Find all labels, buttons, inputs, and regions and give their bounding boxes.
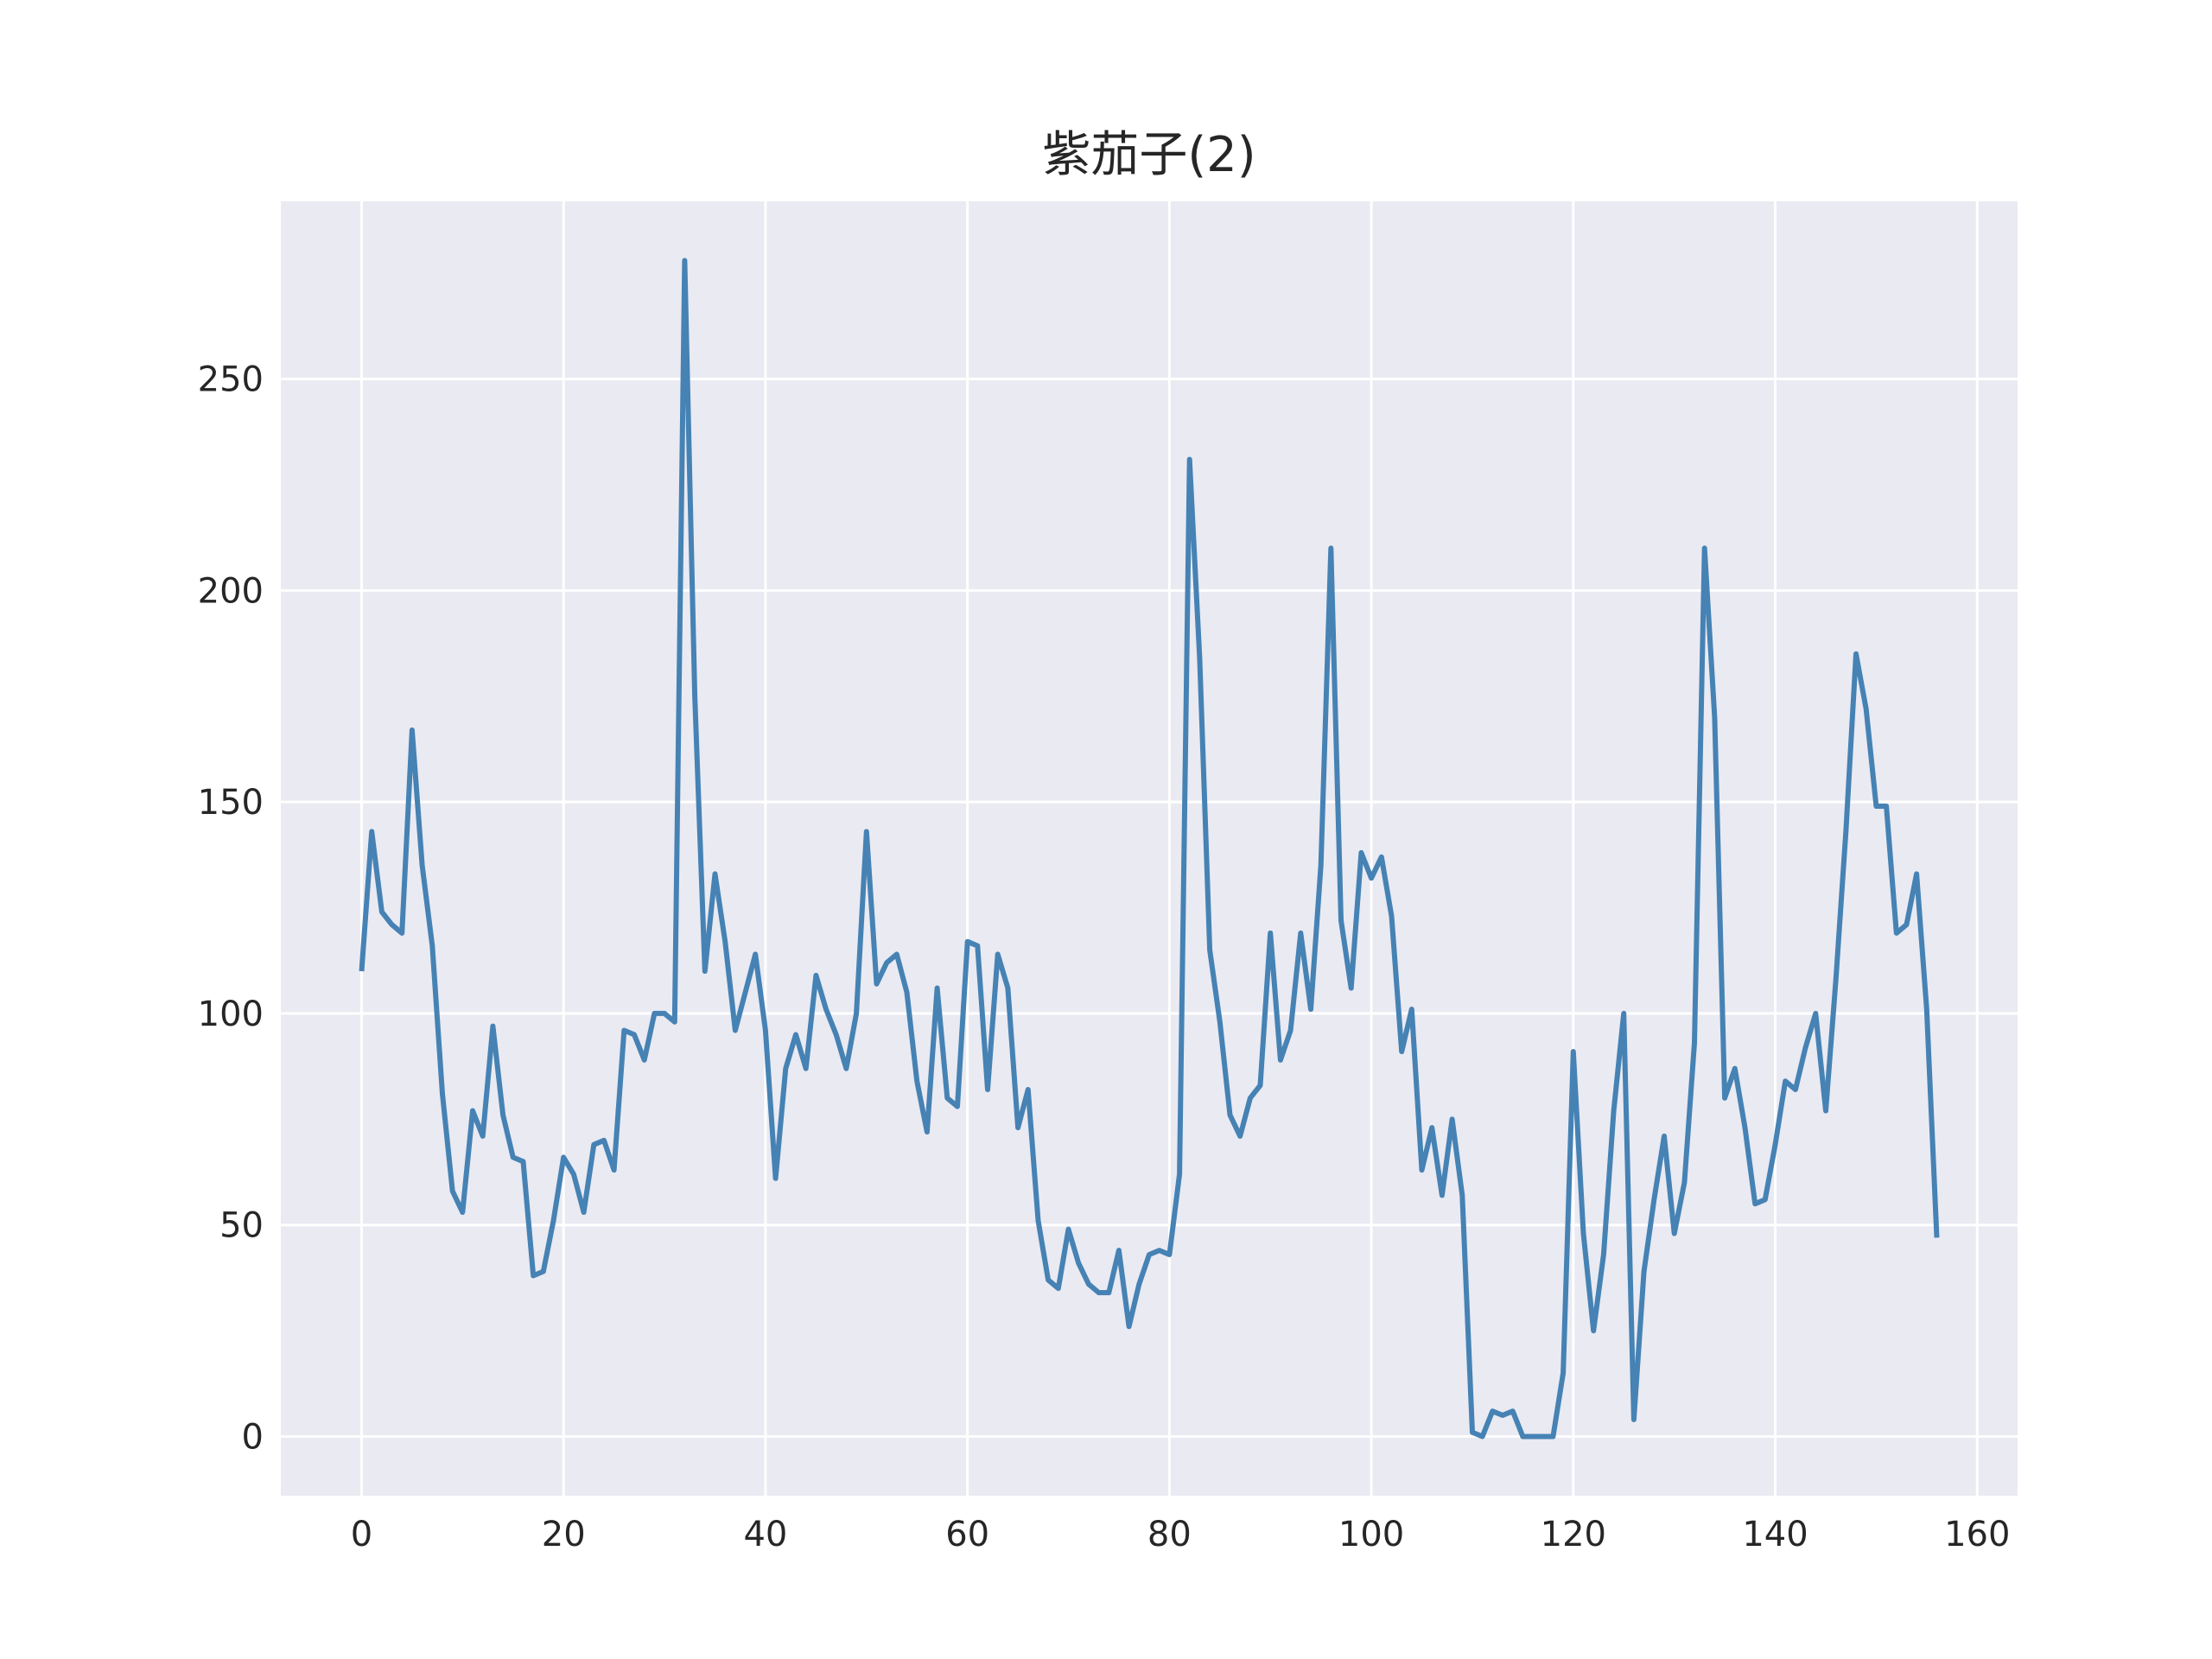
y-axis-tick-labels: 0 50 100 150 200 250 xyxy=(198,360,264,1458)
y-tick-label: 0 xyxy=(242,1417,264,1457)
y-tick-label: 100 xyxy=(198,995,264,1034)
x-tick-label: 100 xyxy=(1338,1515,1404,1554)
y-tick-label: 50 xyxy=(219,1206,264,1246)
x-tick-label: 80 xyxy=(1147,1515,1192,1554)
x-tick-label: 40 xyxy=(743,1515,787,1554)
chart-title: 紫茄子(2) xyxy=(1042,127,1255,183)
x-axis-tick-labels: 0 20 40 60 80 100 120 140 160 xyxy=(351,1515,2011,1554)
x-tick-label: 60 xyxy=(945,1515,989,1554)
series-line xyxy=(359,257,1940,1440)
plot-background xyxy=(281,201,2018,1496)
y-tick-label: 150 xyxy=(198,783,264,823)
y-tick-label: 250 xyxy=(198,360,264,400)
x-tick-label: 140 xyxy=(1742,1515,1808,1554)
x-tick-label: 20 xyxy=(542,1515,586,1554)
y-tick-label: 200 xyxy=(198,571,264,611)
x-tick-label: 160 xyxy=(1944,1515,2010,1554)
grid-lines xyxy=(281,201,2018,1496)
x-tick-label: 0 xyxy=(351,1515,372,1554)
series-layer xyxy=(359,257,1940,1440)
x-tick-label: 120 xyxy=(1541,1515,1606,1554)
